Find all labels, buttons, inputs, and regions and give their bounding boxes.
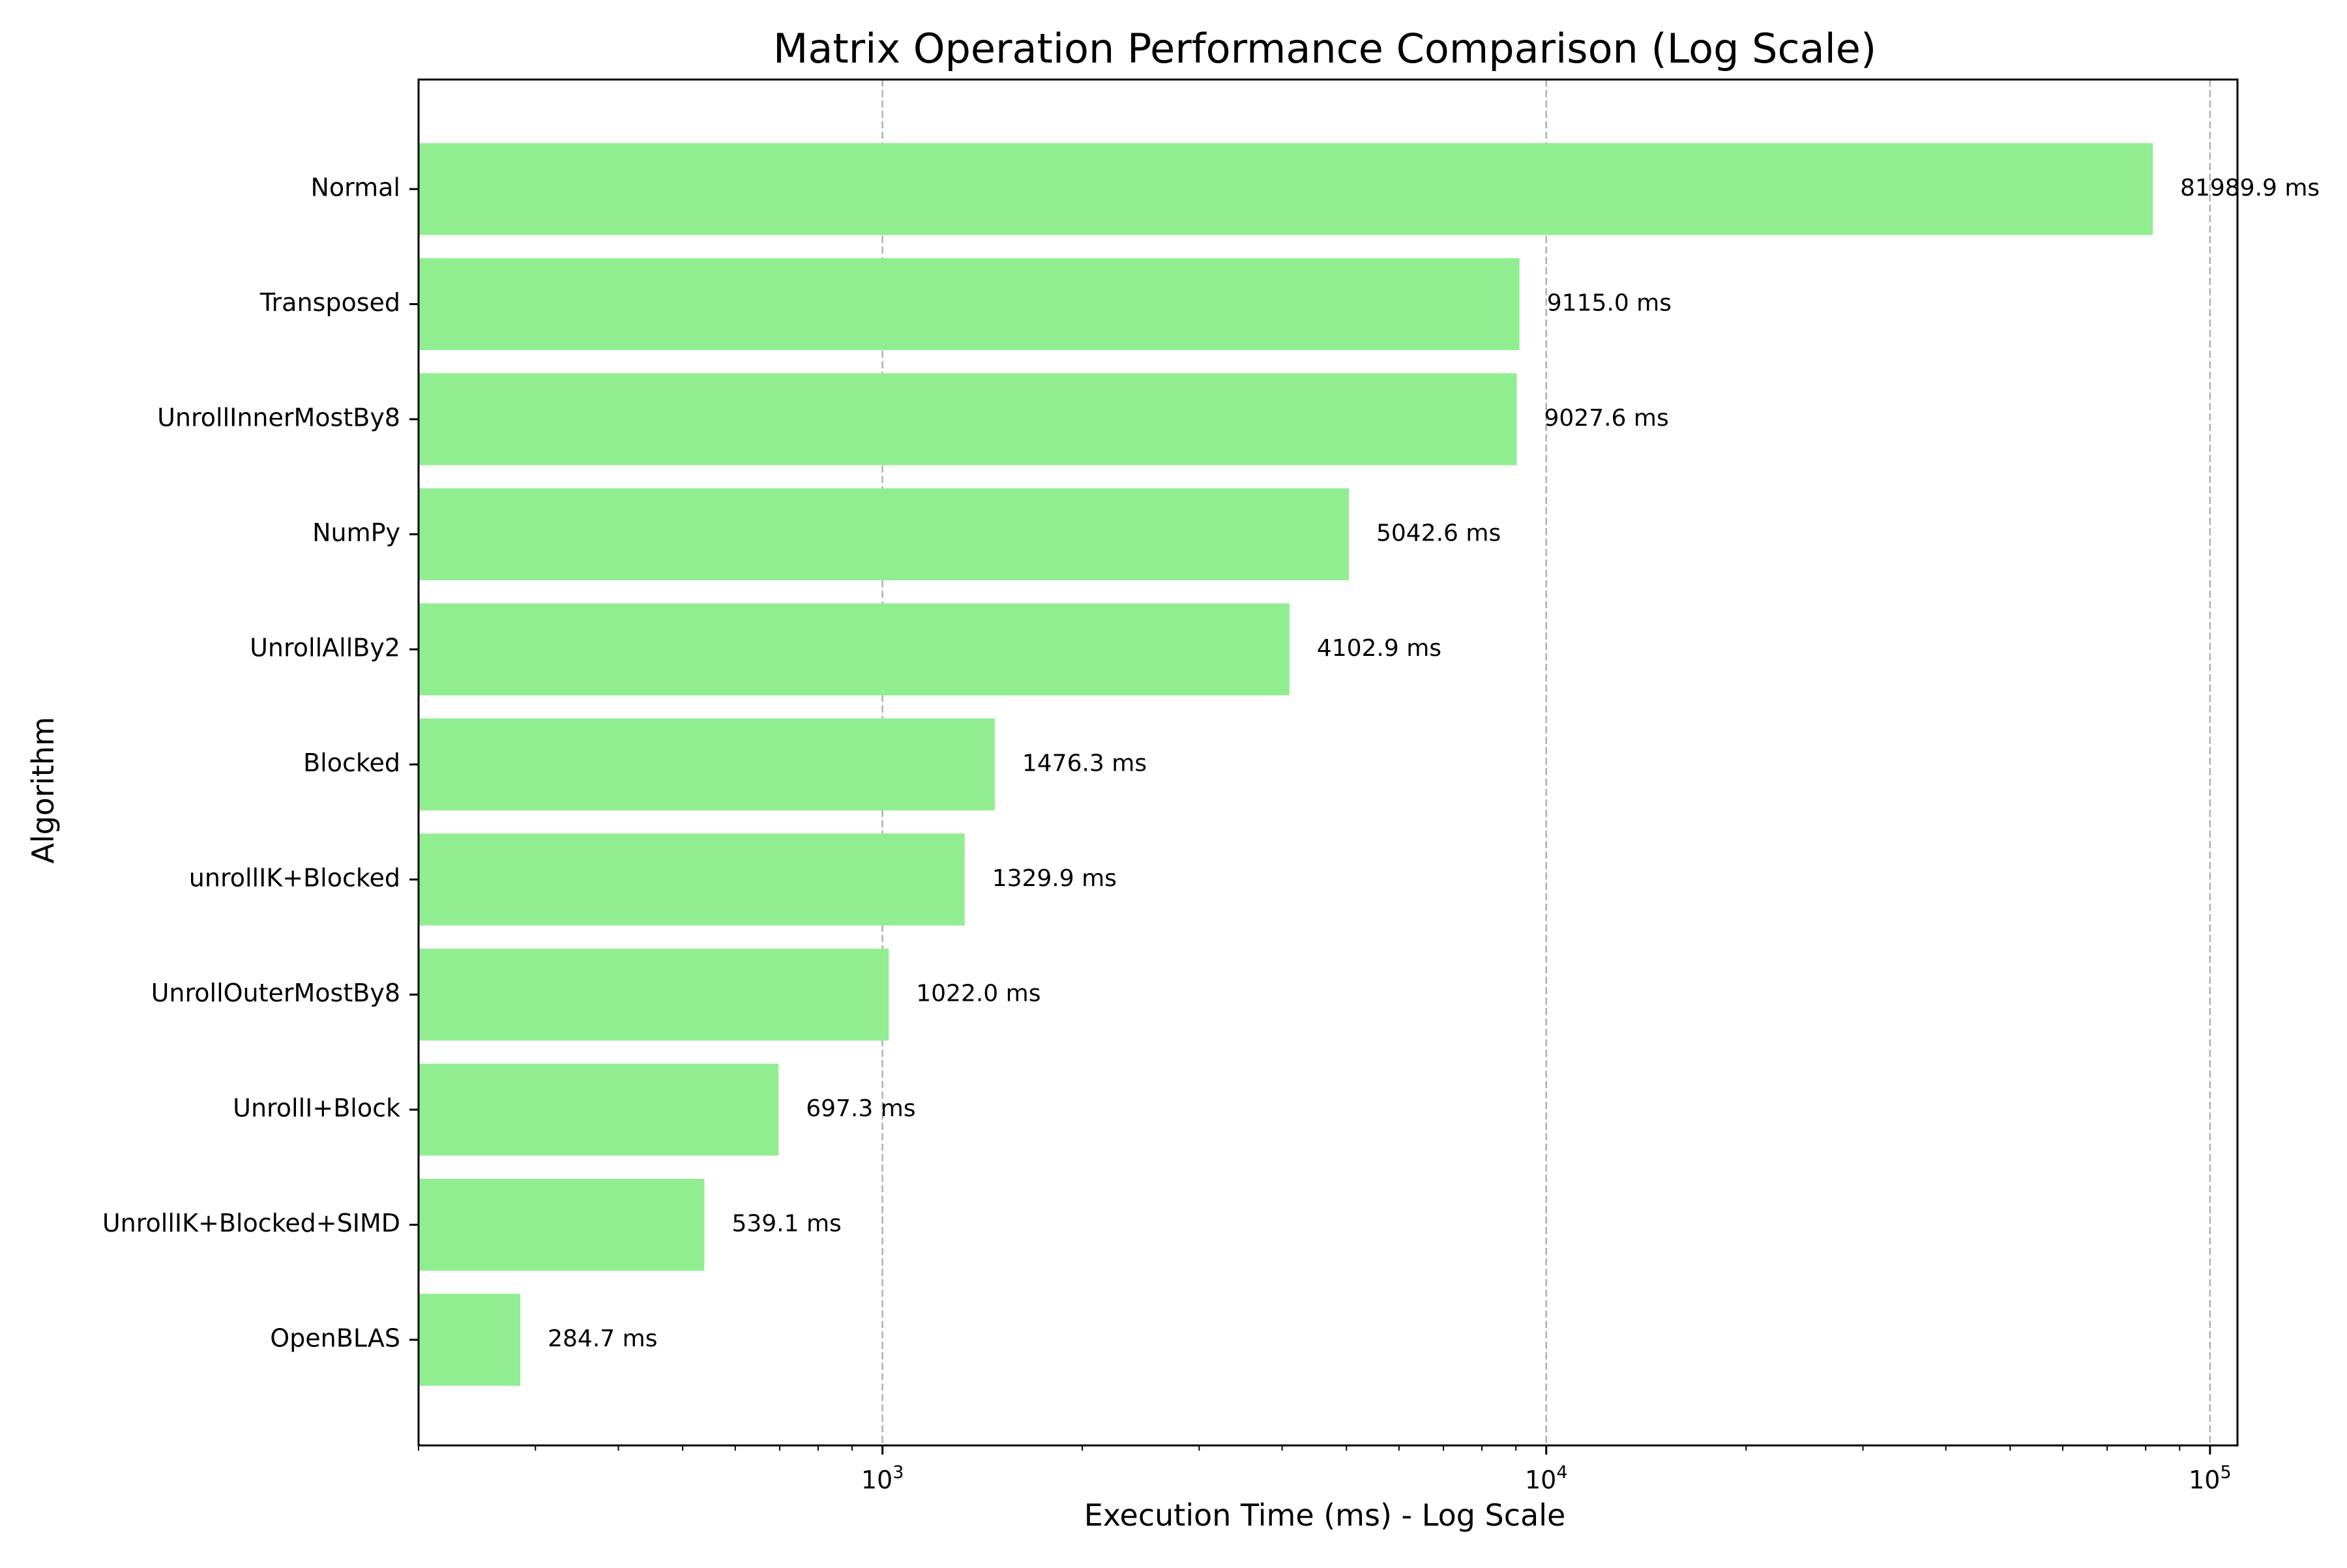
y-tick-label: Blocked	[303, 748, 400, 777]
data-label: 4102.9 ms	[1317, 635, 1441, 662]
bar	[419, 949, 889, 1041]
x-axis-ticks: 103 104 105	[418, 1445, 2232, 1494]
bar	[419, 603, 1290, 696]
data-label: 284.7 ms	[548, 1325, 657, 1352]
y-tick-label: UnrollInnerMostBy8	[157, 404, 400, 432]
bar	[419, 258, 1520, 350]
x-tick-label: 103	[861, 1462, 904, 1494]
bars	[419, 143, 2153, 1386]
y-axis-ticks: Normal Transposed UnrollInnerMostBy8 NumPy U…	[102, 173, 419, 1353]
y-tick-label: Normal	[311, 173, 401, 202]
x-tick-label: 105	[2189, 1462, 2232, 1494]
data-label: 539.1 ms	[731, 1211, 841, 1237]
bar	[419, 1063, 779, 1156]
chart-title: Matrix Operation Performance Comparison …	[773, 25, 1876, 72]
bar	[419, 718, 995, 810]
x-axis-title: Execution Time (ms) - Log Scale	[1084, 1498, 1566, 1533]
data-label: 1476.3 ms	[1022, 750, 1147, 777]
data-label: 697.3 ms	[806, 1095, 915, 1122]
data-labels: 81989.9 ms 9115.0 ms 9027.6 ms 5042.6 ms 410…	[548, 175, 2320, 1352]
data-label: 9115.0 ms	[1547, 290, 1672, 317]
data-label: 1022.0 ms	[916, 981, 1041, 1007]
y-tick-label: UnrollIK+Blocked+SIMD	[102, 1209, 400, 1237]
x-tick-label: 104	[1525, 1462, 1568, 1494]
y-tick-label: unrollIK+Blocked	[189, 864, 400, 893]
y-tick-label: NumPy	[312, 518, 400, 547]
y-tick-label: UnrollI+Block	[233, 1094, 400, 1123]
data-label: 1329.9 ms	[992, 865, 1117, 892]
bar	[419, 1294, 521, 1386]
data-label: 9027.6 ms	[1544, 405, 1669, 432]
bar	[419, 373, 1517, 466]
data-label: 5042.6 ms	[1376, 520, 1501, 547]
y-tick-label: OpenBLAS	[270, 1324, 400, 1353]
y-tick-label: UnrollOuterMostBy8	[151, 979, 400, 1007]
bar	[419, 1179, 705, 1271]
data-label: 81989.9 ms	[2180, 175, 2320, 201]
bar	[419, 833, 965, 926]
bar	[419, 143, 2153, 235]
y-tick-label: Transposed	[259, 288, 400, 317]
plot-frame	[417, 78, 2239, 1447]
y-tick-label: UnrollAllBy2	[250, 634, 400, 662]
y-axis-title: Algorithm	[25, 717, 61, 863]
bar	[419, 488, 1350, 580]
